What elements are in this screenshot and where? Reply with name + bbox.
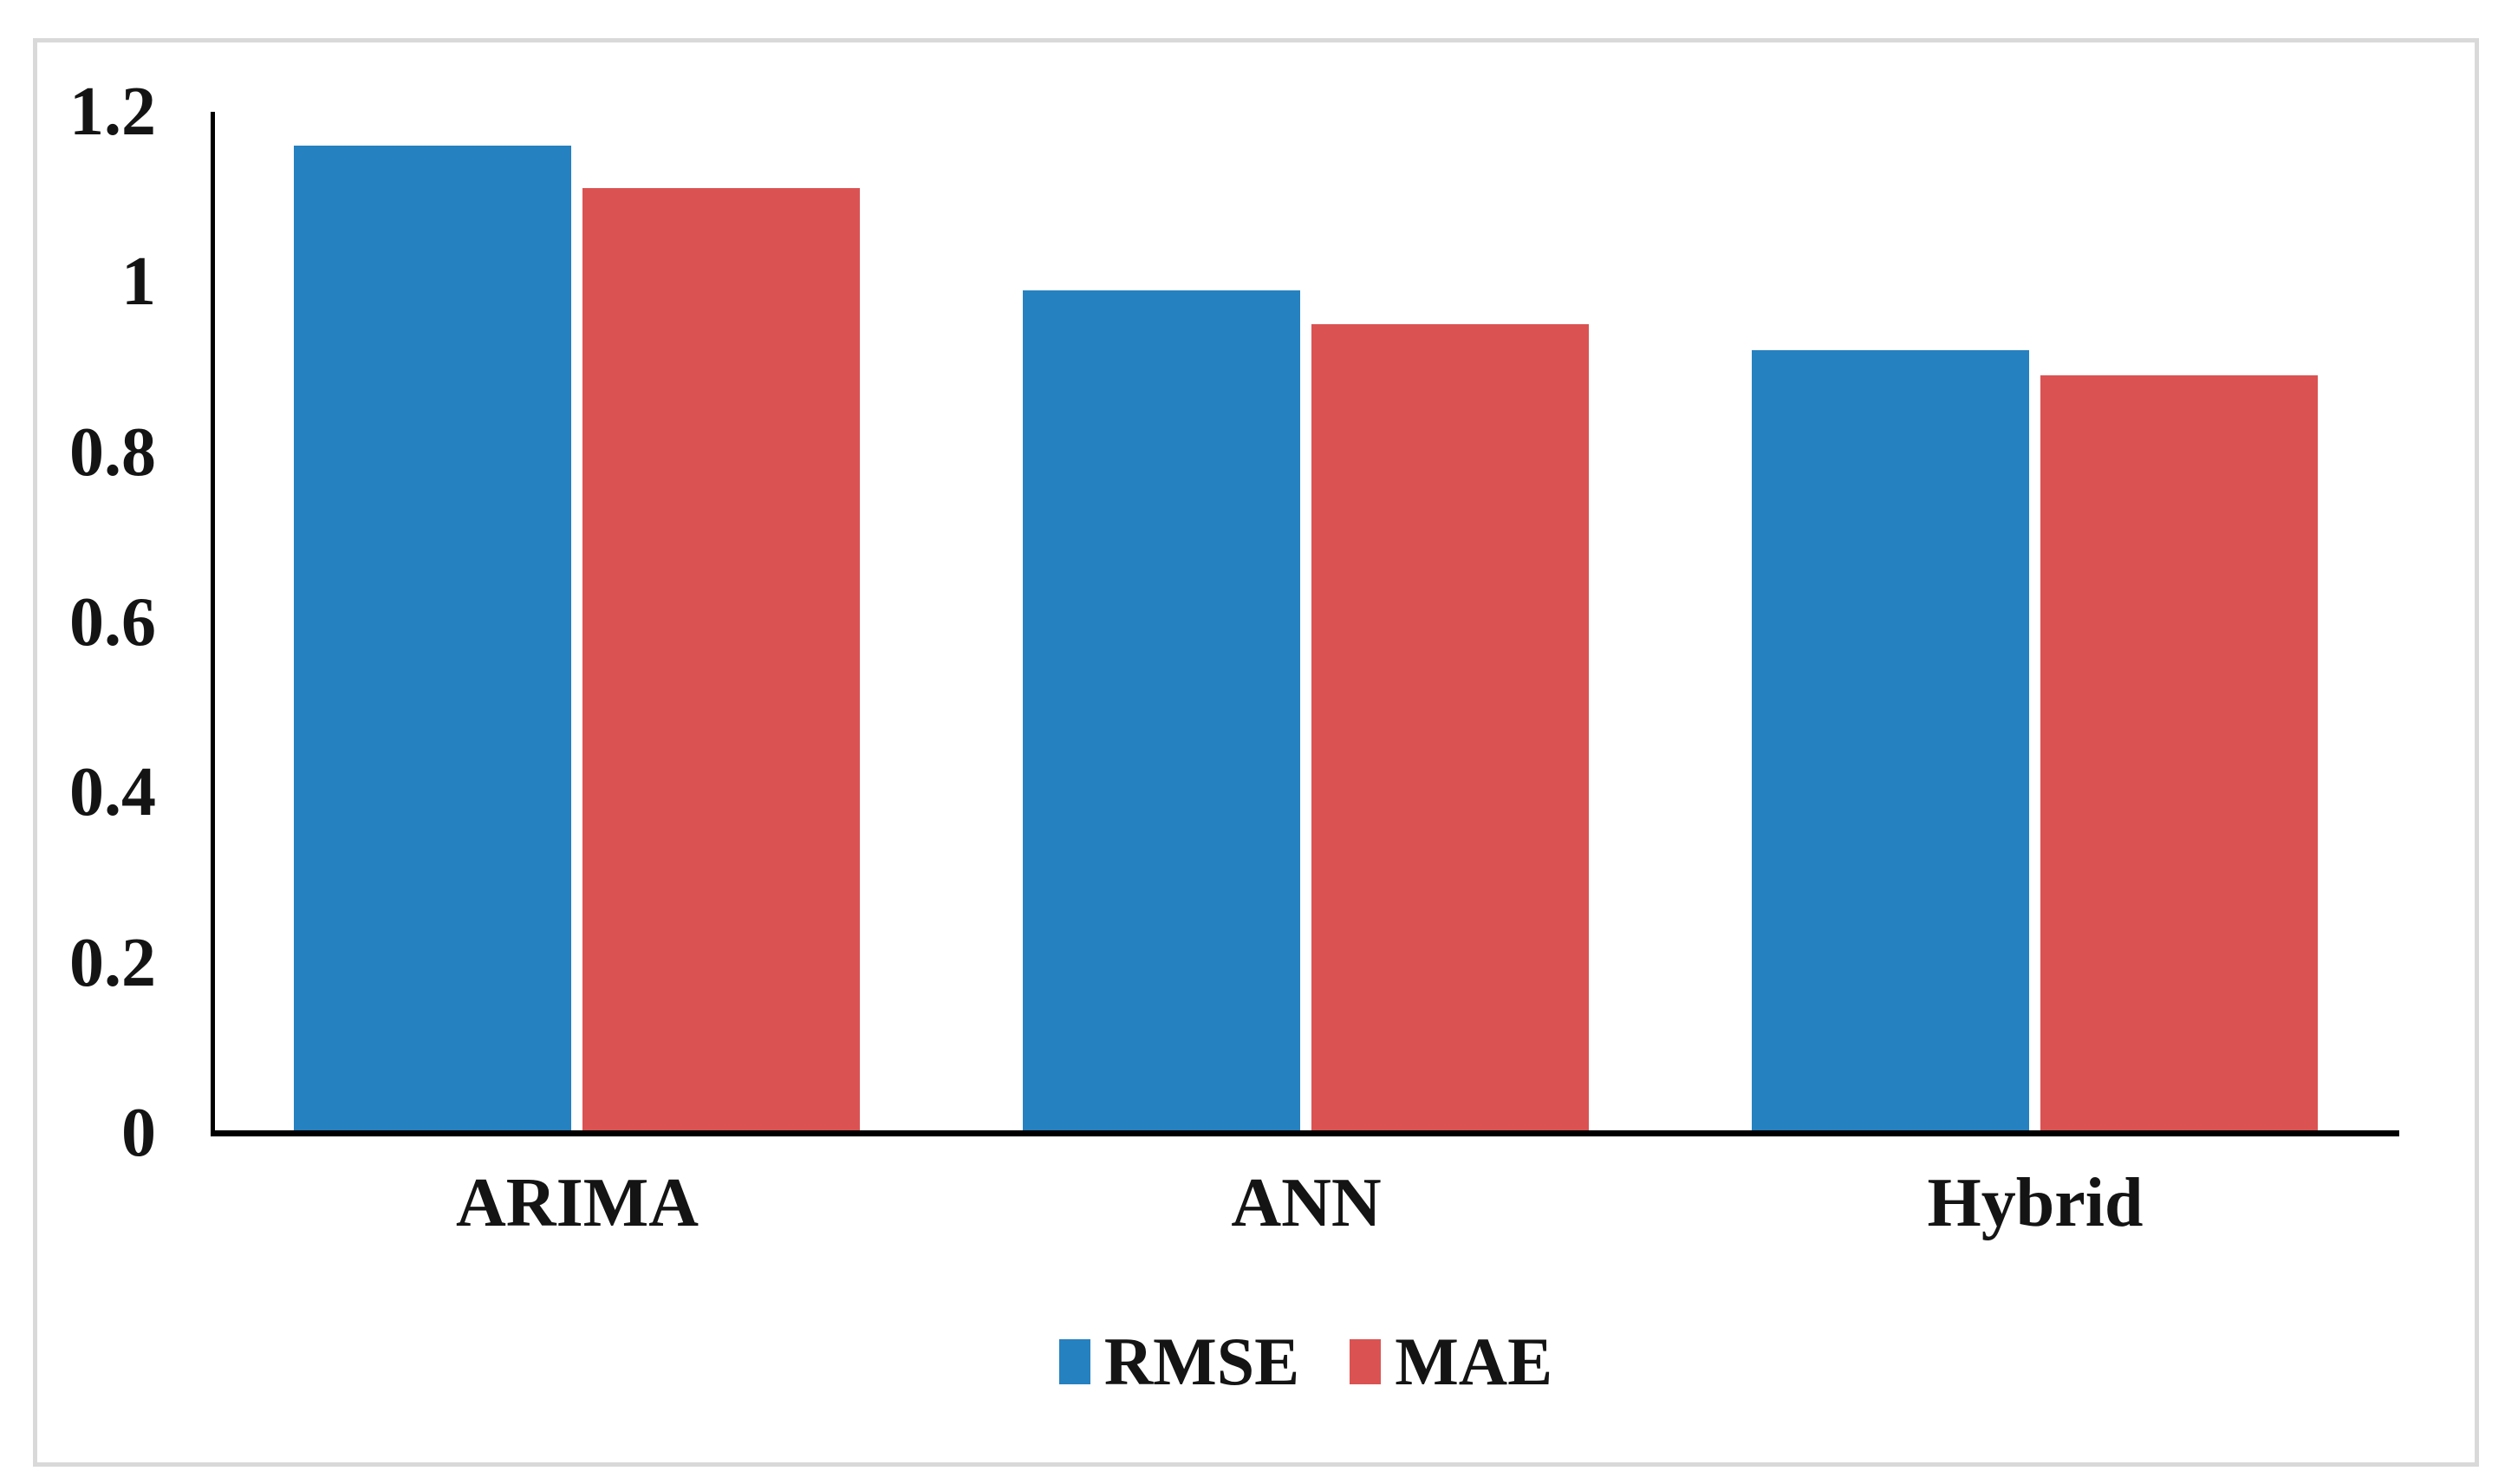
bar-rmse-ann bbox=[1023, 290, 1300, 1130]
y-tick-label: 0.4 bbox=[69, 754, 156, 831]
bar-rmse-arima bbox=[294, 146, 571, 1130]
x-category-label-arima: ARIMA bbox=[456, 1165, 699, 1241]
y-tick-label: 0.2 bbox=[69, 924, 156, 1001]
x-category-label-ann: ANN bbox=[1231, 1165, 1382, 1241]
legend-entry-rmse: RMSE bbox=[1058, 1324, 1300, 1399]
bar-mae-arima bbox=[582, 188, 860, 1130]
legend-marker-mae bbox=[1350, 1339, 1382, 1384]
x-axis-line bbox=[211, 1130, 2399, 1136]
y-tick-label: 1 bbox=[121, 244, 156, 321]
legend-label: RMSE bbox=[1103, 1324, 1300, 1399]
y-tick-label: 0 bbox=[121, 1095, 156, 1171]
y-tick-label: 0.6 bbox=[69, 584, 156, 661]
legend: RMSE MAE bbox=[212, 1325, 2399, 1399]
bar-mae-ann bbox=[1311, 324, 1589, 1130]
bar-rmse-hybrid bbox=[1752, 350, 2029, 1130]
x-category-label-hybrid: Hybrid bbox=[1927, 1165, 2144, 1241]
y-tick-label: 0.8 bbox=[69, 413, 156, 491]
legend-marker-rmse bbox=[1058, 1339, 1090, 1384]
y-tick-label: 1.2 bbox=[69, 74, 156, 150]
legend-label: MAE bbox=[1395, 1324, 1553, 1399]
y-axis-line bbox=[211, 112, 215, 1136]
bar-mae-hybrid bbox=[2040, 375, 2318, 1130]
legend-entry-mae: MAE bbox=[1350, 1325, 1552, 1399]
